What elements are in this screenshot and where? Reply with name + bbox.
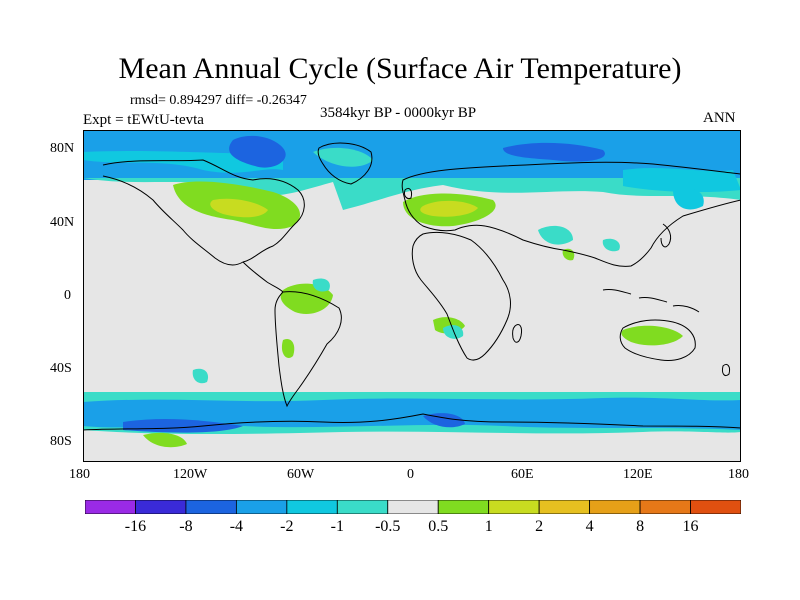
anomaly-map <box>83 130 741 462</box>
arctic-anomaly-band <box>83 130 741 210</box>
colorbar-swatch <box>336 500 389 514</box>
colorbar-tick-label: -2 <box>280 518 294 535</box>
colorbar-swatch <box>639 500 691 514</box>
colorbar <box>85 500 741 514</box>
map-frame <box>83 130 741 462</box>
lon-label-60e: 60E <box>511 467 534 482</box>
colorbar-tick-label: 8 <box>636 518 645 535</box>
lat-label-80n: 80N <box>50 141 75 156</box>
colorbar-tick-label: 16 <box>682 518 699 535</box>
lon-label-180e: 180 <box>728 467 749 482</box>
lon-label-120e: 120E <box>623 467 653 482</box>
lon-label-60w: 60W <box>287 467 315 482</box>
colorbar-swatch <box>135 500 187 514</box>
plot-title: Mean Annual Cycle (Surface Air Temperatu… <box>118 52 682 85</box>
colorbar-tick-label: -16 <box>124 518 147 535</box>
colorbar-swatch <box>85 500 136 514</box>
experiment-label: Expt = tEWtU-tevta <box>83 112 204 128</box>
colorbar-swatch <box>185 500 237 514</box>
colorbar-swatch <box>387 500 439 514</box>
colorbar-tick-label: -4 <box>229 518 244 535</box>
colorbar-tick-label: 0.5 <box>428 518 449 535</box>
stats-label: rmsd= 0.894297 diff= -0.26347 <box>130 93 307 108</box>
colorbar-swatch <box>538 500 591 514</box>
colorbar-tick-label: -0.5 <box>375 518 401 535</box>
period-label: 3584kyr BP - 0000kyr BP <box>320 105 477 121</box>
colorbar-swatch <box>690 500 741 514</box>
colorbar-swatch <box>235 500 288 514</box>
colorbar-swatch <box>286 500 338 514</box>
lat-label-40n: 40N <box>50 215 75 230</box>
colorbar-tick-label: -1 <box>330 518 344 535</box>
lat-label-80s: 80S <box>50 434 72 449</box>
lon-label-180w: 180 <box>69 467 90 482</box>
lon-label-120w: 120W <box>173 467 208 482</box>
colorbar-tick-label: 2 <box>535 518 544 535</box>
colorbar-swatch <box>437 500 490 514</box>
antarctic-anomaly-band <box>83 392 741 462</box>
negative-anomaly-patches <box>192 187 704 384</box>
lat-label-40s: 40S <box>50 361 72 376</box>
colorbar-tick-label: 1 <box>484 518 493 535</box>
season-label: ANN <box>703 110 736 126</box>
colorbar-swatch <box>488 500 540 514</box>
colorbar-tick-label: 4 <box>585 518 594 535</box>
colorbar-swatch <box>589 500 641 514</box>
colorbar-tick-label: -8 <box>179 518 193 535</box>
coastlines <box>83 142 741 431</box>
lat-label-0: 0 <box>64 288 71 303</box>
lon-label-0: 0 <box>407 467 414 482</box>
